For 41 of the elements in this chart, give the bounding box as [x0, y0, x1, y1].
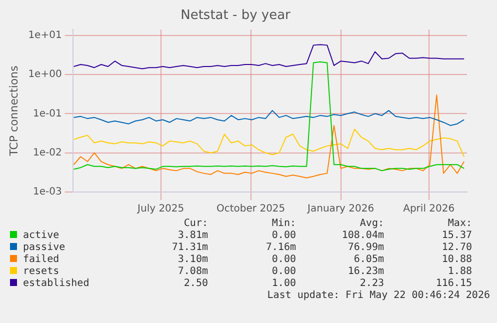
- text: 16.23m: [346, 266, 384, 278]
- text: 0.00: [270, 266, 296, 278]
- chart-title: Netstat - by year: [180, 8, 292, 24]
- y-axis-title: TCP connections: [7, 65, 20, 157]
- text: 2.23: [358, 278, 384, 290]
- x-tick-label: July 2025: [136, 204, 184, 215]
- text: 7.16m: [264, 242, 296, 254]
- y-tick-label: 1e+01: [28, 30, 62, 41]
- text: Cur:: [182, 218, 208, 230]
- text: Max:: [446, 218, 472, 230]
- text: 7.08m: [176, 266, 208, 278]
- text: Last update: Fri May 22 00:46:24 2026: [267, 290, 490, 301]
- y-tick-label: 1e-03: [32, 186, 62, 198]
- legend-label: established: [22, 278, 90, 290]
- text: 0.00: [270, 254, 296, 266]
- text: 1.88: [446, 266, 472, 278]
- text: 6.05m: [352, 254, 384, 266]
- legend-label: resets: [22, 266, 60, 278]
- text: 10.88: [440, 254, 472, 266]
- text: 3.81m: [176, 230, 208, 242]
- text: 2.50: [182, 278, 208, 290]
- y-tick-label: 1e-01: [32, 108, 62, 120]
- y-tick-label: 1e-02: [32, 147, 62, 158]
- x-tick-label: January 2026: [306, 204, 374, 215]
- text: Min:: [270, 218, 296, 230]
- x-tick-label: April 2026: [403, 204, 455, 215]
- legend-label: passive: [22, 242, 66, 254]
- text: 1.00: [270, 278, 296, 290]
- x-tick-label: October 2025: [216, 204, 286, 215]
- legend-label: active: [22, 230, 60, 242]
- text: 108.04m: [340, 230, 384, 242]
- text: Avg:: [358, 218, 384, 230]
- text: 76.99m: [346, 242, 384, 254]
- text: 0.00: [270, 230, 296, 242]
- y-tick-label: 1e+00: [28, 69, 62, 80]
- text: 3.10m: [176, 254, 208, 266]
- text: 15.37: [440, 230, 472, 242]
- text: 116.15: [434, 278, 472, 290]
- legend-label: failed: [22, 254, 60, 266]
- text: 12.70: [440, 242, 472, 254]
- text: 71.31m: [170, 242, 208, 254]
